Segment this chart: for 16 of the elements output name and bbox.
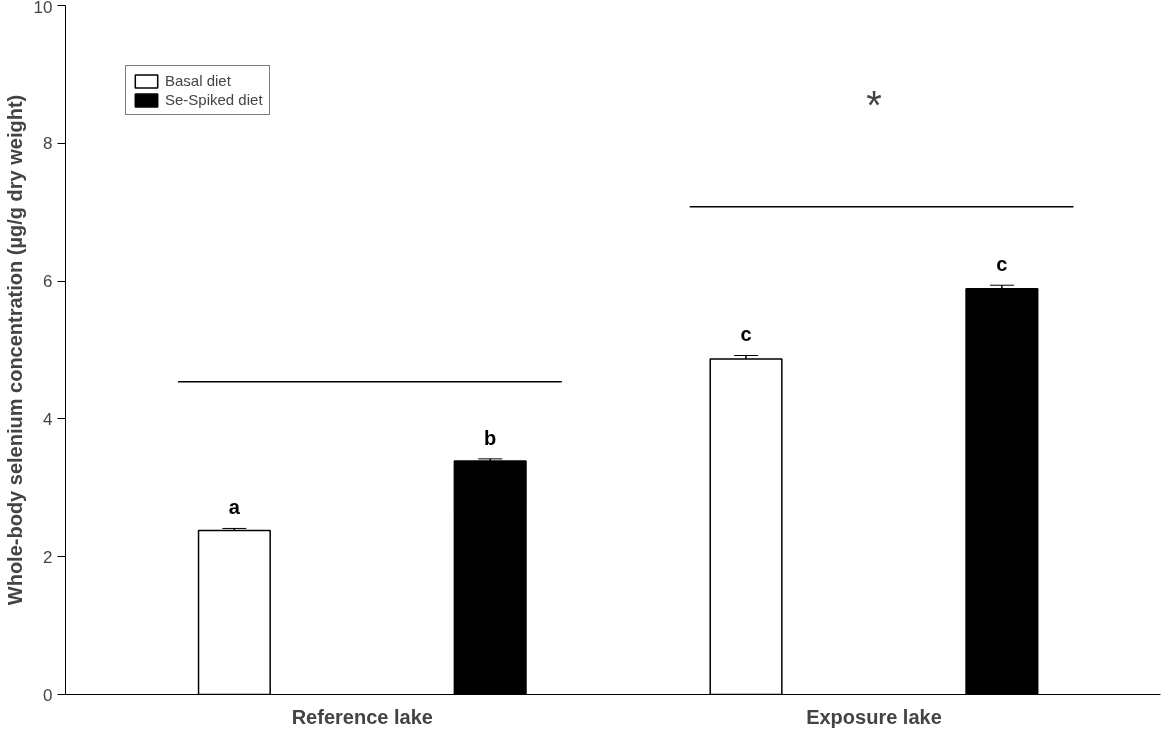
y-axis-title: Whole-body selenium concentration (µg/g dry weight) <box>3 94 26 606</box>
y-tick-label: 6 <box>43 272 53 292</box>
annotation: * <box>866 82 882 127</box>
y-tick-label: 2 <box>43 547 53 567</box>
y-tick-label: 4 <box>43 409 53 429</box>
legend-label: Basal diet <box>165 72 231 89</box>
data-label: c <box>740 323 752 346</box>
data-label: a <box>228 496 241 519</box>
x-tick-label: Exposure lake <box>806 705 942 728</box>
legend-label: Se-Spiked diet <box>165 91 263 108</box>
y-tick-label: 10 <box>33 0 53 17</box>
y-tick-label: 8 <box>43 134 53 154</box>
y-tick-label: 0 <box>43 685 53 705</box>
data-label: b <box>484 426 497 449</box>
x-tick-label: Reference lake <box>291 705 433 728</box>
data-label: c <box>996 252 1008 275</box>
